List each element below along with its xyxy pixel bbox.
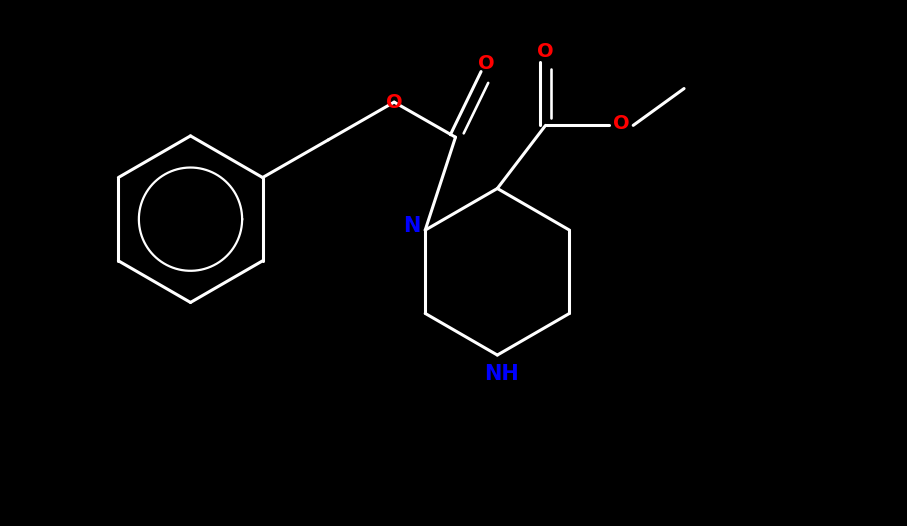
Text: O: O bbox=[612, 114, 629, 133]
Text: N: N bbox=[404, 216, 421, 236]
Text: NH: NH bbox=[484, 365, 519, 385]
Text: O: O bbox=[478, 54, 494, 73]
Text: O: O bbox=[537, 42, 554, 61]
Text: O: O bbox=[385, 93, 403, 112]
